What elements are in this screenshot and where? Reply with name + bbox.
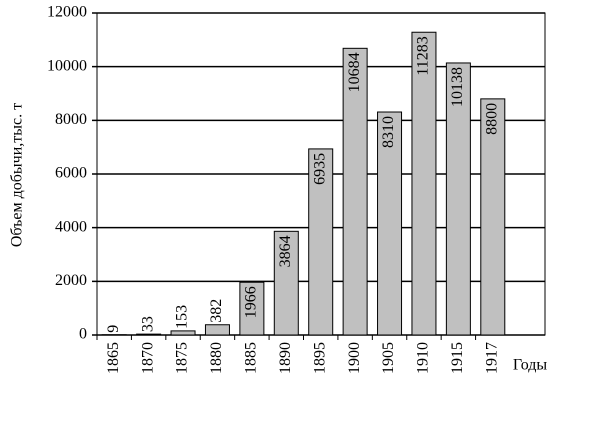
bar [170, 330, 196, 336]
bar [480, 98, 506, 336]
value-label: 6935 [311, 153, 328, 185]
value-label: 11283 [415, 36, 432, 75]
value-label: 8800 [483, 103, 500, 135]
y-tick-label: 8000 [55, 111, 87, 128]
x-tick-label: 1895 [311, 342, 328, 374]
x-tick-label: 1910 [415, 342, 432, 374]
value-label: 8310 [380, 116, 397, 148]
x-tick-label: 1870 [139, 342, 156, 374]
bar [342, 47, 368, 336]
value-label: 3864 [277, 235, 294, 267]
bar [239, 281, 265, 336]
bar [273, 230, 299, 336]
x-tick-label: 1915 [449, 342, 466, 374]
bar [136, 333, 162, 336]
value-label: 1966 [243, 286, 260, 318]
value-label: 9 [105, 325, 122, 333]
x-tick-label: 1890 [277, 342, 294, 374]
y-tick-label: 4000 [55, 218, 87, 235]
x-tick-label: 1880 [208, 342, 225, 374]
y-tick-label: 10000 [47, 57, 87, 74]
x-tick-label: 1875 [174, 342, 191, 374]
y-tick-label: 2000 [55, 272, 87, 289]
x-tick-label: 1917 [483, 342, 500, 374]
value-label: 153 [174, 305, 191, 329]
bar [377, 111, 403, 336]
bar [308, 148, 334, 336]
y-axis-label: Объем добычи,тыс. т [9, 103, 26, 247]
value-label: 382 [208, 299, 225, 323]
bar [445, 62, 471, 336]
value-label: 10684 [346, 52, 363, 92]
x-axis-label: Годы [513, 357, 548, 374]
value-label: 10138 [449, 67, 466, 107]
x-tick-label: 1865 [105, 342, 122, 374]
value-label: 33 [139, 316, 156, 332]
bar [204, 324, 230, 336]
y-tick-label: 0 [79, 326, 87, 343]
x-tick-label: 1900 [346, 342, 363, 374]
y-tick-label: 6000 [55, 165, 87, 182]
y-tick-label: 12000 [47, 4, 87, 21]
x-tick-label: 1885 [243, 342, 260, 374]
bar [411, 31, 437, 336]
x-tick-label: 1905 [380, 342, 397, 374]
